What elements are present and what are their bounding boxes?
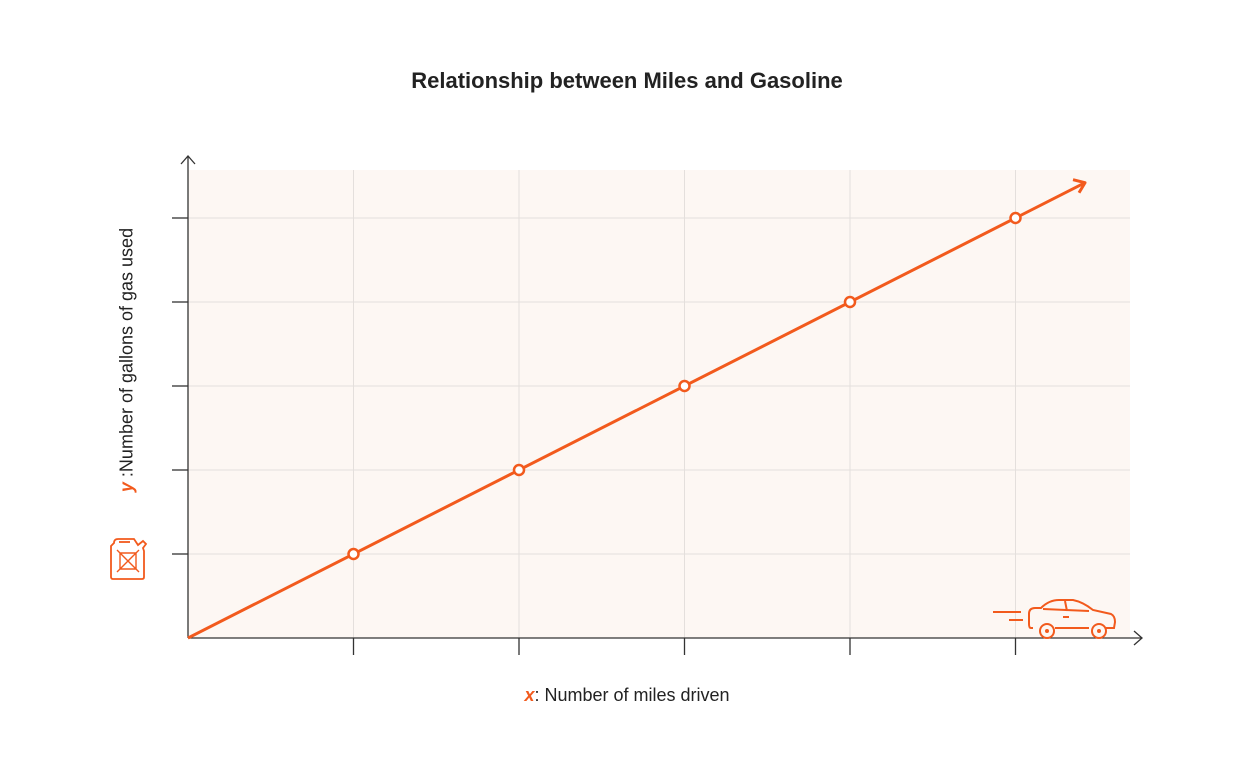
series: [187, 178, 1087, 640]
data-point: [347, 547, 360, 561]
data-point: [678, 379, 691, 393]
y-axis-arrow: [180, 155, 196, 165]
data-point: [512, 463, 526, 477]
data-point: [843, 295, 857, 309]
car-icon: [993, 599, 1117, 639]
plot-background: [188, 170, 1130, 638]
grid: [188, 170, 1130, 638]
axes: [172, 155, 1143, 655]
chart-title: Relationship between Miles and Gasoline: [411, 68, 843, 93]
x-axis-arrow: [1133, 630, 1143, 646]
x-axis-variable: x: [524, 685, 535, 705]
x-axis-label-text: Number of miles driven: [544, 685, 730, 705]
series-line: [187, 181, 1086, 640]
series-arrowhead: [1072, 178, 1087, 194]
data-point: [1009, 211, 1022, 225]
x-axis-label: x: Number of miles driven: [524, 685, 730, 705]
gas-can-icon: [110, 538, 148, 580]
